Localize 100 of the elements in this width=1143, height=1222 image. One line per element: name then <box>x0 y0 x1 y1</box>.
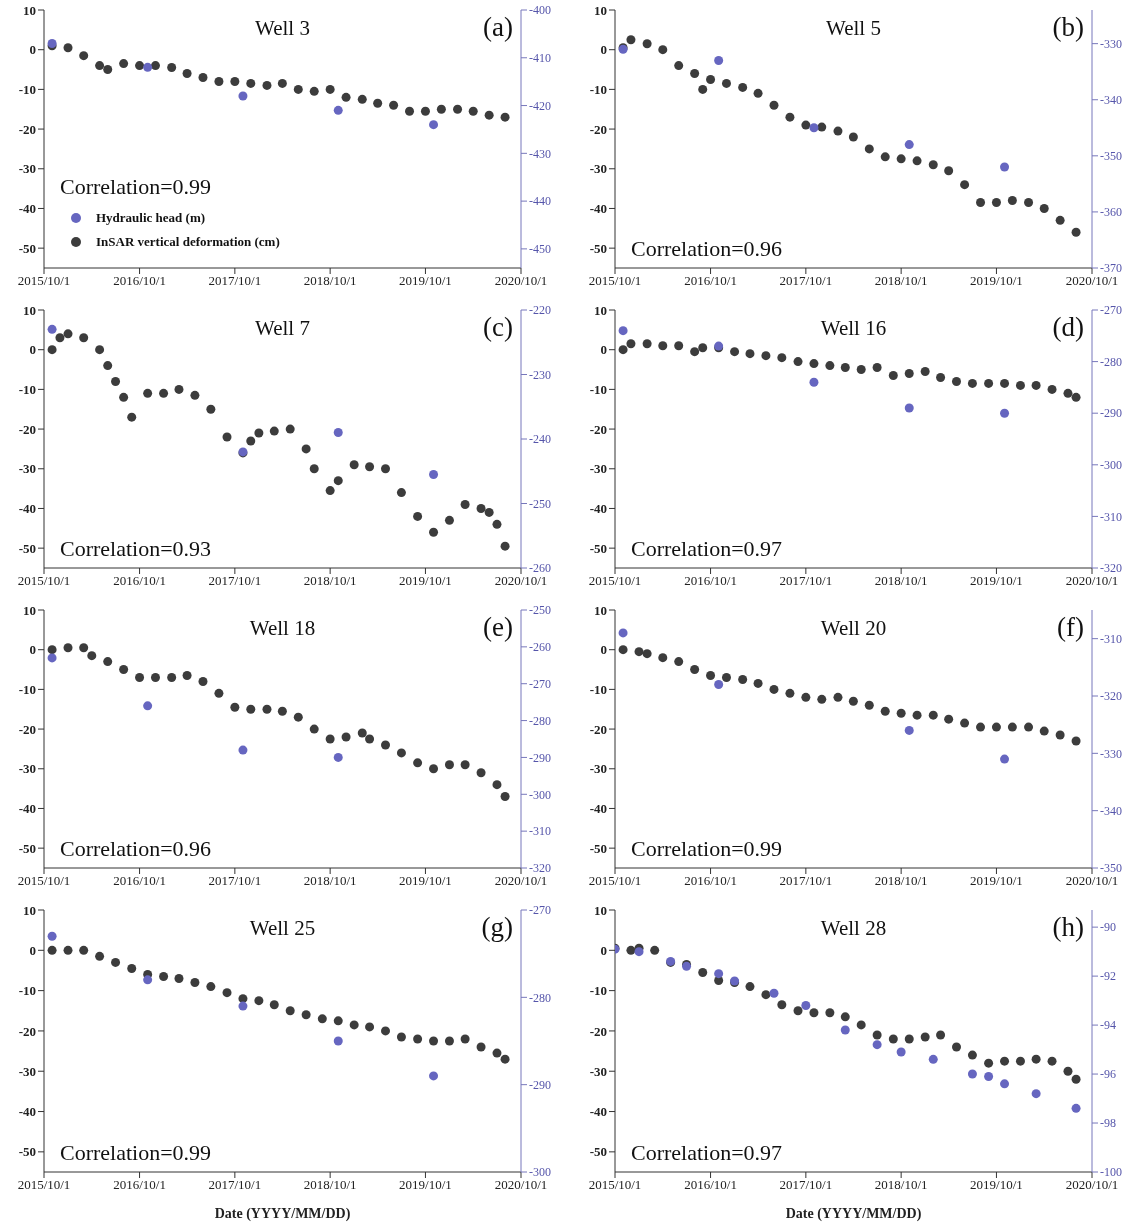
y-tick-label: 10 <box>23 902 36 918</box>
x-tick-label: 2015/10/1 <box>588 573 642 589</box>
x-tick-label: 2015/10/1 <box>17 1177 71 1193</box>
x-tick-label: 2015/10/1 <box>588 273 642 289</box>
y-tick-label: -10 <box>589 82 607 97</box>
y2-tick-label: -280 <box>529 990 551 1005</box>
x-tick-label: 2015/10/1 <box>588 1177 642 1193</box>
y-tick-label: -30 <box>589 461 607 477</box>
y2-tick-label: -320 <box>1100 689 1122 704</box>
y-tick-label: -50 <box>18 240 36 256</box>
y2-tick-label: -250 <box>529 603 551 618</box>
y-tick-label: -40 <box>18 1104 36 1120</box>
annotation: Correlation=0.99 <box>60 1140 212 1166</box>
x-tick-label: 2015/10/1 <box>588 873 642 889</box>
y-tick-label: -40 <box>18 201 36 217</box>
chart-title: Well 5 <box>826 16 881 40</box>
chart-title: Well 20 <box>820 616 887 640</box>
y-tick-label: 10 <box>594 2 607 18</box>
chart-title: Well 28 <box>820 916 887 940</box>
y2-tick-label: -320 <box>1100 561 1122 576</box>
y-tick-label: -10 <box>18 983 36 999</box>
y-tick-label: -50 <box>18 540 36 556</box>
y-tick-label: -50 <box>589 1144 607 1160</box>
y2-tick-label: -220 <box>529 303 551 318</box>
x-tick-label: 2020/10/1 <box>1065 573 1119 589</box>
x-tick-label: 2018/10/1 <box>874 1177 928 1193</box>
annotation: Correlation=0.97 <box>631 536 783 562</box>
y2-tick-label: -420 <box>529 98 551 113</box>
x-tick-label: 2020/10/1 <box>1065 1177 1119 1193</box>
x-tick-label: 2018/10/1 <box>303 273 357 289</box>
annotation: (e) <box>483 612 513 643</box>
x-axis-title: Date (YYYY/MM/DD) <box>214 1206 351 1222</box>
y2-tick-label: -350 <box>1100 861 1122 876</box>
y2-tick-label: -280 <box>1100 354 1122 369</box>
x-tick-label: 2019/10/1 <box>399 873 452 889</box>
x-tick-label: 2019/10/1 <box>399 573 452 589</box>
y-tick-label: -20 <box>589 421 607 437</box>
x-tick-label: 2019/10/1 <box>970 573 1023 589</box>
y-tick-label: -50 <box>18 840 36 856</box>
x-tick-label: 2016/10/1 <box>684 873 737 889</box>
y-tick-label: -30 <box>18 161 36 177</box>
y-tick-label: 10 <box>594 902 607 918</box>
y2-tick-label: -440 <box>529 194 551 209</box>
y2-tick-label: -430 <box>529 146 551 161</box>
x-axis-title: Date (YYYY/MM/DD) <box>785 1206 922 1222</box>
y2-tick-label: -360 <box>1100 205 1122 220</box>
y-tick-label: -30 <box>18 761 36 777</box>
x-tick-label: 2015/10/1 <box>17 873 71 889</box>
y2-tick-label: -400 <box>529 3 551 18</box>
x-tick-label: 2020/10/1 <box>1065 873 1119 889</box>
y2-tick-label: -300 <box>1100 458 1122 473</box>
annotation: Correlation=0.96 <box>631 236 783 262</box>
y2-tick-label: -270 <box>1100 303 1122 318</box>
x-tick-label: 2019/10/1 <box>970 273 1023 289</box>
y-tick-label: -40 <box>18 801 36 817</box>
x-tick-label: 2019/10/1 <box>970 873 1023 889</box>
y-tick-label: 0 <box>29 42 36 58</box>
y2-tick-label: -290 <box>529 1077 551 1092</box>
y-tick-label: -30 <box>18 1063 36 1079</box>
y-tick-label: -20 <box>18 721 36 737</box>
y-tick-label: -20 <box>589 1023 607 1039</box>
y2-tick-label: -310 <box>1100 631 1122 646</box>
annotation: (c) <box>483 312 513 343</box>
x-tick-label: 2020/10/1 <box>494 873 548 889</box>
x-tick-label: 2020/10/1 <box>1065 273 1119 289</box>
y-tick-label: -30 <box>18 461 36 477</box>
y-tick-label: 10 <box>23 602 36 618</box>
y-tick-label: 0 <box>29 942 36 958</box>
y2-tick-label: -100 <box>1100 1165 1122 1180</box>
x-tick-label: 2016/10/1 <box>684 273 737 289</box>
annotation: Correlation=0.93 <box>60 536 212 562</box>
y2-tick-label: -300 <box>529 1165 551 1180</box>
y-tick-label: -20 <box>18 121 36 137</box>
y-tick-label: -40 <box>589 1104 607 1120</box>
y-tick-label: 0 <box>29 342 36 358</box>
y2-tick-label: -270 <box>529 676 551 691</box>
y-tick-label: -10 <box>18 682 36 697</box>
y2-tick-label: -410 <box>529 51 551 66</box>
annotation: Correlation=0.97 <box>631 1140 783 1166</box>
x-tick-label: 2019/10/1 <box>399 273 452 289</box>
y-tick-label: -40 <box>589 801 607 817</box>
y-tick-label: -10 <box>589 983 607 999</box>
x-tick-label: 2020/10/1 <box>494 573 548 589</box>
y-tick-label: 10 <box>23 2 36 18</box>
y-tick-label: -20 <box>589 121 607 137</box>
chart-title: Well 25 <box>249 916 316 940</box>
chart-title: Well 7 <box>255 316 310 340</box>
y2-tick-label: -98 <box>1100 1116 1116 1131</box>
x-tick-label: 2016/10/1 <box>684 1177 737 1193</box>
annotation: (a) <box>483 12 513 43</box>
x-tick-label: 2017/10/1 <box>208 273 262 289</box>
x-tick-label: 2016/10/1 <box>684 573 737 589</box>
x-tick-label: 2019/10/1 <box>970 1177 1023 1193</box>
y-tick-label: 0 <box>600 642 607 658</box>
x-tick-label: 2017/10/1 <box>208 1177 262 1193</box>
annotation: Correlation=0.99 <box>60 174 212 200</box>
y2-tick-label: -270 <box>529 903 551 918</box>
y2-tick-label: -260 <box>529 561 551 576</box>
y2-tick-label: -320 <box>529 861 551 876</box>
y-tick-label: -20 <box>589 721 607 737</box>
